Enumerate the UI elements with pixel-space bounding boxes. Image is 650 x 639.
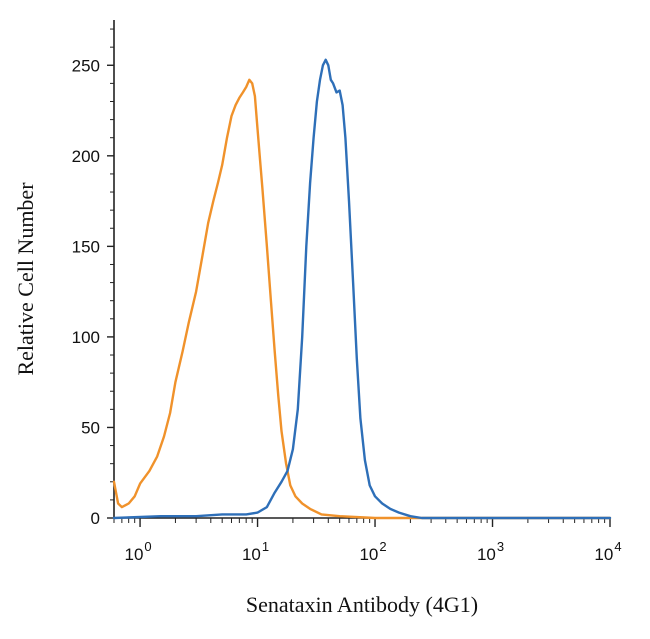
- x-tick-base: 10: [477, 545, 496, 564]
- x-tick-label: 102: [359, 539, 386, 564]
- y-axis-title: Relative Cell Number: [13, 182, 38, 376]
- x-tick-label: 100: [124, 539, 151, 564]
- x-tick-exponent: 3: [497, 539, 504, 554]
- y-tick-label: 50: [81, 418, 100, 437]
- y-tick-label: 150: [72, 237, 100, 256]
- x-tick-base: 10: [242, 545, 261, 564]
- y-tick-label: 200: [72, 147, 100, 166]
- y-tick-label: 0: [91, 509, 100, 528]
- x-tick-label: 103: [477, 539, 504, 564]
- x-tick-base: 10: [359, 545, 378, 564]
- x-tick-base: 10: [594, 545, 613, 564]
- x-tick-exponent: 4: [614, 539, 621, 554]
- x-axis-title: Senataxin Antibody (4G1): [246, 592, 478, 617]
- y-ticks: 0 50 100 150 200 250: [72, 28, 114, 528]
- y-tick-label: 100: [72, 328, 100, 347]
- series-line-1: [112, 78, 612, 520]
- x-tick-label: 101: [242, 539, 269, 564]
- x-tick-label: 104: [594, 539, 621, 564]
- series-layer: [112, 58, 612, 520]
- x-tick-exponent: 0: [144, 539, 151, 554]
- x-tick-base: 10: [124, 545, 143, 564]
- x-ticks: 100 101 102 103 104: [113, 518, 622, 564]
- x-tick-exponent: 2: [379, 539, 386, 554]
- y-tick-label: 250: [72, 56, 100, 75]
- series-line-2: [112, 58, 612, 520]
- x-tick-exponent: 1: [262, 539, 269, 554]
